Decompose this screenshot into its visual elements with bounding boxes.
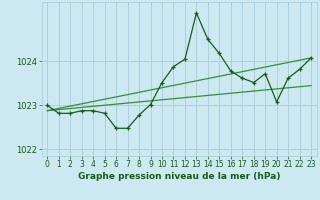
X-axis label: Graphe pression niveau de la mer (hPa): Graphe pression niveau de la mer (hPa) bbox=[78, 172, 280, 181]
